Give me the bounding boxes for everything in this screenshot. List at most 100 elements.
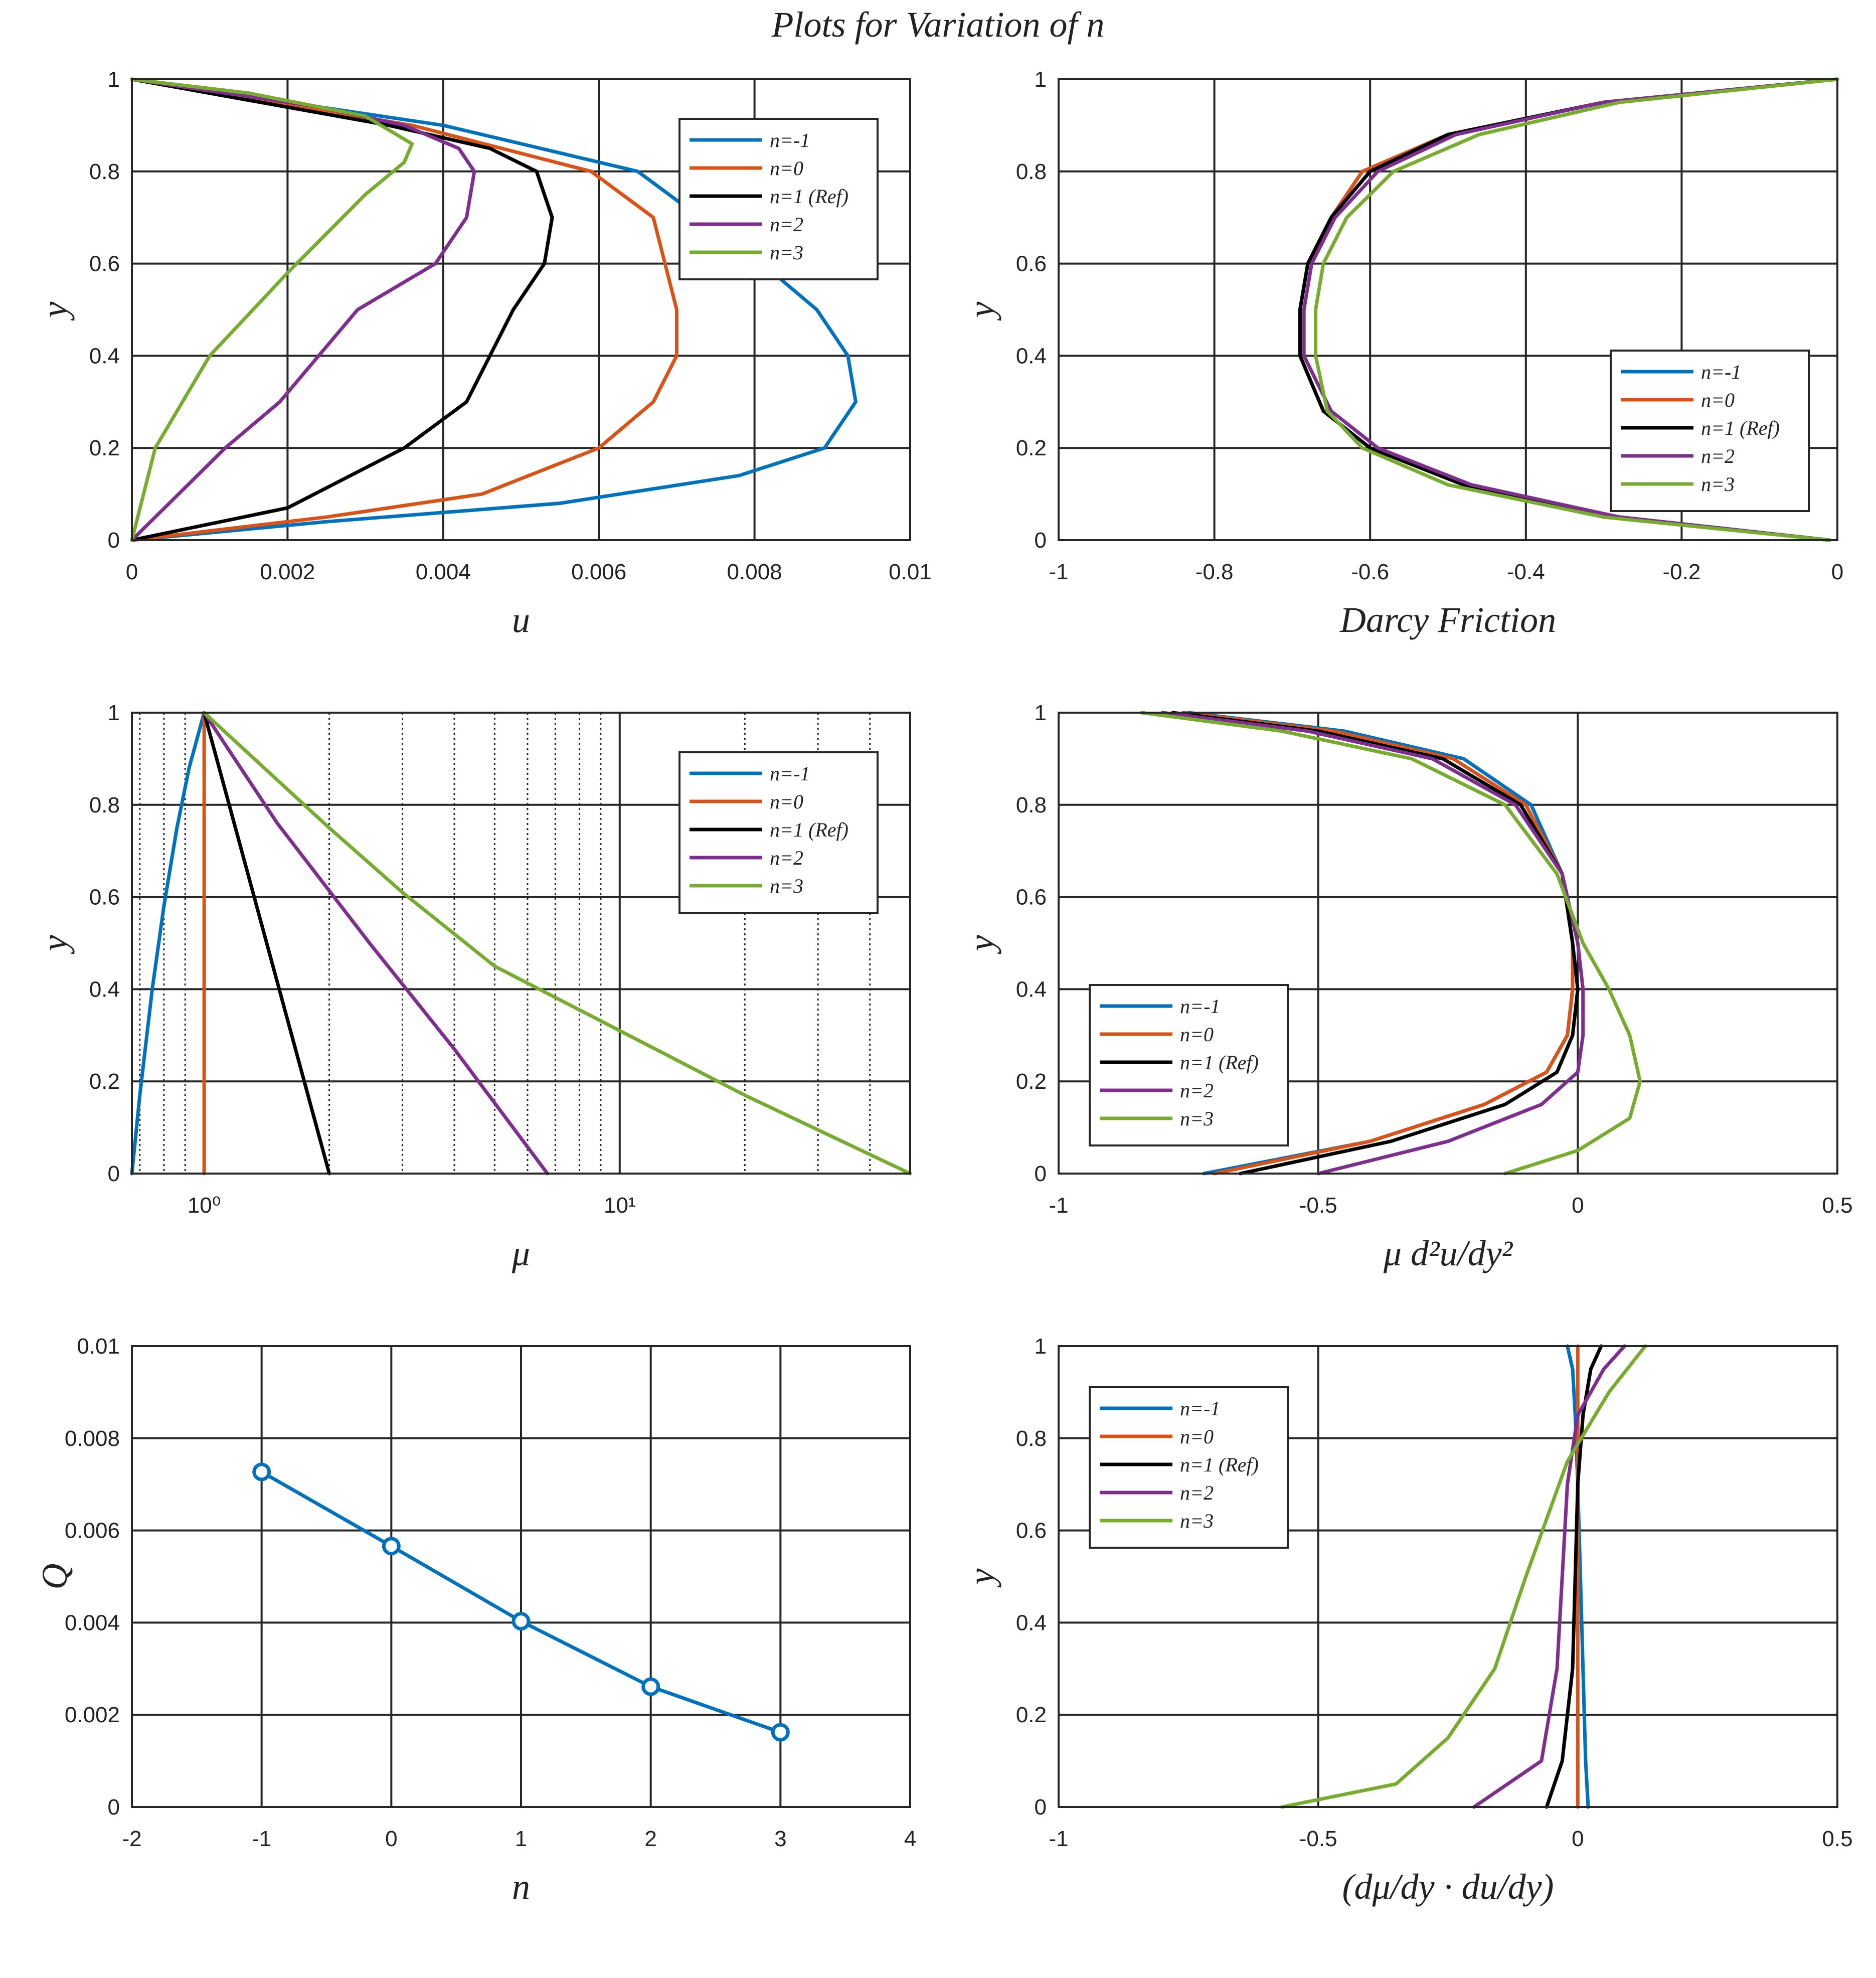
y-tick-label: 0.2: [89, 1069, 120, 1094]
series-line-n-2: [1160, 711, 1585, 1176]
legend: n=-1 n=0 n=1 (Ref) n=2 n=3: [1610, 350, 1810, 512]
series-line-n-1-Ref-: [202, 711, 331, 1176]
legend: n=-1 n=0 n=1 (Ref) n=2 n=3: [678, 751, 879, 914]
x-axis-label: μ d²u/dy²: [1383, 1233, 1513, 1273]
y-tick-label: 0.2: [1016, 1703, 1047, 1727]
y-tick-label: 1: [108, 67, 120, 92]
x-tick-label: 4: [904, 1827, 916, 1851]
legend-label: n=-1: [770, 129, 810, 151]
series-line-n-2: [1472, 1344, 1626, 1809]
y-tick-label: 0.4: [1016, 344, 1047, 368]
series-line-n-1-Ref-: [1545, 1344, 1603, 1809]
y-tick-label: 0.8: [89, 159, 120, 184]
x-tick-label: 0.006: [571, 560, 626, 584]
x-tick-label: 0.01: [889, 560, 932, 584]
series-line-n-1-Ref-: [1171, 711, 1580, 1176]
legend-label: n=-1: [1180, 1397, 1220, 1420]
data-point: [382, 1537, 401, 1556]
legend: n=-1 n=0 n=1 (Ref) n=2 n=3: [1089, 1386, 1289, 1549]
y-tick-label: 0.4: [89, 977, 120, 1002]
x-tick-label: 3: [774, 1827, 786, 1851]
legend-label: n=3: [770, 241, 803, 264]
x-tick-label: 1: [515, 1827, 527, 1851]
legend-label: n=3: [1701, 473, 1735, 496]
plot-panel-1: 0 0.2 0.4 0.6 0.8 1 0 0.002 0.004 0.006 0.008 0.01 u…: [35, 67, 932, 640]
plot-panel-4: 00.20.40.60.81-1 -0.5 0 0.5μ d²u/dy²yn=-1n=…: [961, 701, 1853, 1273]
legend-label: n=0: [1180, 1023, 1214, 1046]
plot-panel-5: 0 0.002 0.004 0.006 0.008 0.01 -2 -1 0 1 2 3 4 n Q: [35, 1334, 916, 1907]
y-tick-label: 0.8: [1016, 159, 1047, 184]
y-tick-label: 0: [108, 1795, 120, 1820]
x-tick-label: 0.004: [416, 560, 471, 584]
y-tick-label: 0.002: [65, 1703, 120, 1727]
legend: n=-1 n=0 n=1 (Ref) n=2 n=3: [678, 118, 879, 280]
y-tick-label: 1: [1035, 1334, 1047, 1359]
x-tick-label: -1: [252, 1827, 271, 1851]
y-tick-label: 0.6: [89, 252, 120, 276]
y-tick-label: 0.6: [1016, 885, 1047, 910]
axes-box: [131, 712, 911, 1175]
x-tick-label: 10¹: [604, 1193, 636, 1218]
series-line-n-2: [1302, 77, 1839, 542]
legend-label: n=3: [1180, 1510, 1214, 1532]
series-line-n-0: [130, 77, 678, 542]
axes-box: [1058, 712, 1838, 1175]
series-line-n-0: [1181, 711, 1575, 1176]
y-tick-label: 0: [108, 1162, 120, 1186]
x-tick-label: -0.6: [1351, 560, 1389, 584]
y-tick-label: 0.4: [89, 344, 120, 368]
y-tick-label: 0.8: [1016, 793, 1047, 817]
legend-label: n=-1: [1701, 361, 1741, 383]
x-tick-label: -1: [1049, 1827, 1068, 1851]
legend-label: n=1 (Ref): [770, 185, 848, 208]
series-line-n-2: [202, 711, 550, 1176]
y-tick-label: 1: [1035, 67, 1047, 92]
x-tick-label: 0: [126, 560, 138, 584]
x-axis-label: Darcy Friction: [1339, 600, 1556, 640]
y-axis-label: y: [35, 301, 75, 321]
series-line-n-1: [130, 77, 858, 542]
legend-label: n=-1: [1180, 995, 1220, 1018]
plot-panel-2: 0 0.2 0.4 0.6 0.8 1 -1 -0.8 -0.6 -0.4 -0.2 0 Darcy F…: [961, 67, 1843, 640]
x-tick-label: 0: [1572, 1827, 1584, 1851]
legend-label: n=2: [1701, 445, 1735, 467]
data-point: [511, 1612, 531, 1631]
x-tick-label: 2: [644, 1827, 656, 1851]
y-axis-label: y: [961, 1568, 1001, 1588]
legend-label: n=1 (Ref): [770, 818, 848, 841]
y-tick-label: 0.6: [89, 885, 120, 910]
x-tick-label: -0.4: [1507, 560, 1545, 584]
y-axis-label: y: [961, 935, 1001, 954]
axes-box: [1058, 1345, 1838, 1808]
x-tick-label: 10⁰: [188, 1193, 221, 1218]
x-tick-label: -2: [122, 1827, 141, 1851]
legend-label: n=2: [1180, 1079, 1214, 1102]
series-line-n-2: [130, 77, 476, 542]
legend-label: n=0: [1180, 1425, 1214, 1448]
x-axis-label: u: [512, 600, 530, 640]
legend: n=-1 n=0 n=1 (Ref) n=2 n=3: [1089, 984, 1289, 1146]
series-line-n-3: [202, 711, 912, 1176]
y-tick-label: 0.6: [1016, 1519, 1047, 1543]
legend-label: n=1 (Ref): [1180, 1051, 1259, 1074]
series-line-n-3: [1280, 1344, 1647, 1809]
x-tick-label: 0.002: [260, 560, 315, 584]
axes-box: [131, 78, 911, 541]
data-point: [771, 1723, 790, 1742]
y-tick-label: 0.4: [1016, 1610, 1047, 1635]
axes-box: [1058, 78, 1838, 541]
y-tick-label: 0.2: [1016, 1069, 1047, 1094]
data-point: [641, 1677, 660, 1696]
y-tick-label: 1: [1035, 701, 1047, 725]
y-tick-label: 0: [1035, 1795, 1047, 1820]
legend-label: n=2: [1180, 1481, 1214, 1504]
y-tick-label: 0.6: [1016, 252, 1047, 276]
x-axis-label: μ: [511, 1233, 530, 1273]
legend-box: [1089, 984, 1289, 1146]
x-tick-label: 0.008: [727, 560, 782, 584]
x-tick-label: -1: [1049, 560, 1068, 584]
y-tick-label: 0.006: [65, 1519, 120, 1543]
y-axis-label: Q: [35, 1564, 75, 1590]
legend-label: n=0: [770, 157, 803, 180]
